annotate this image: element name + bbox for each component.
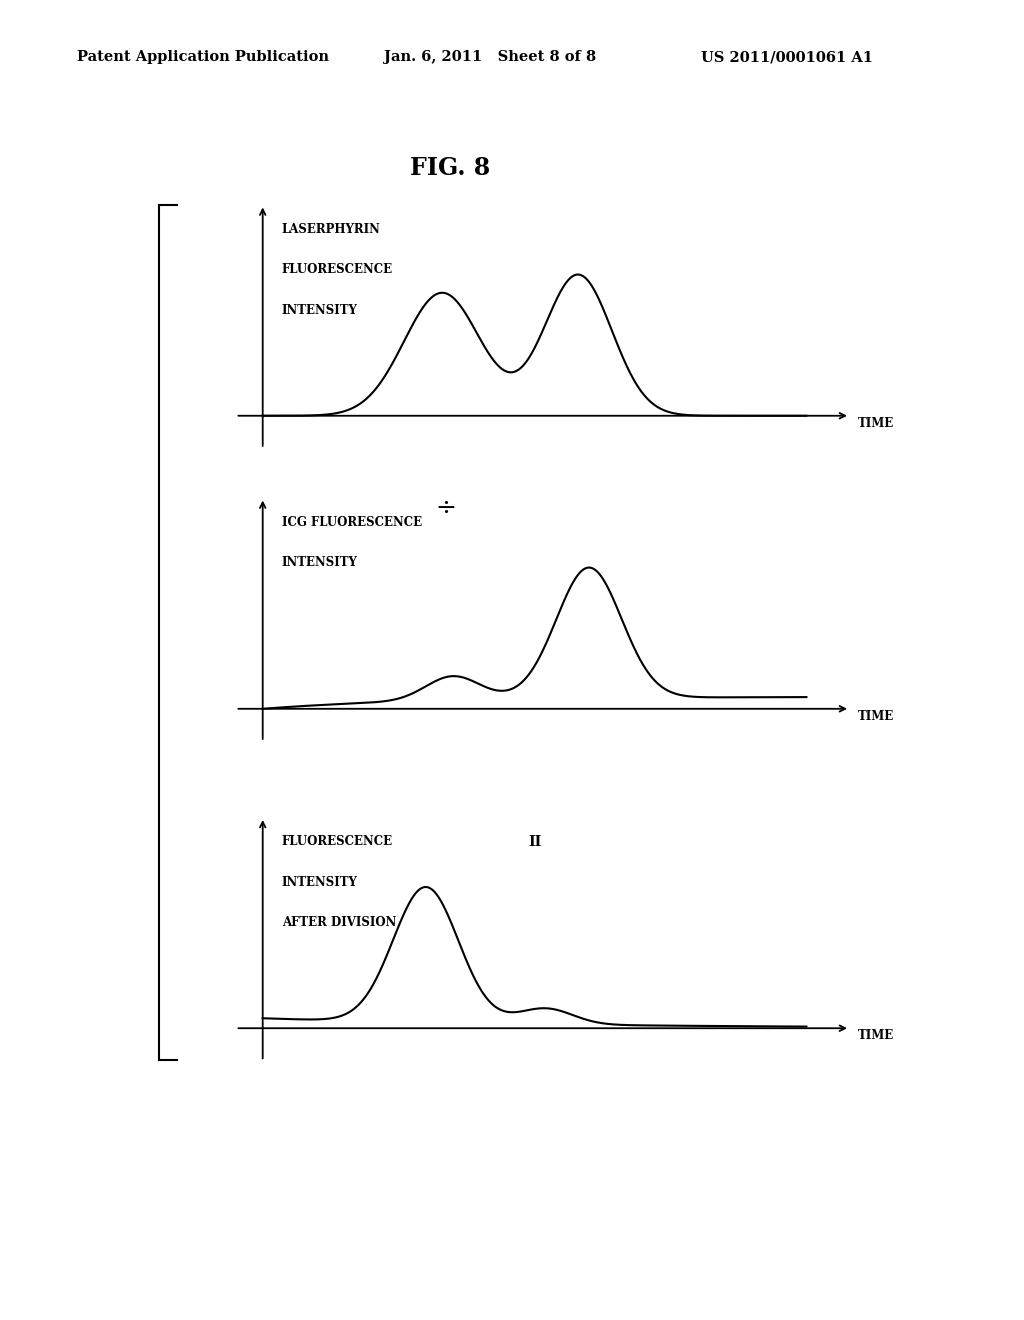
Text: INTENSITY: INTENSITY	[282, 876, 357, 888]
Text: US 2011/0001061 A1: US 2011/0001061 A1	[701, 50, 873, 65]
Text: Patent Application Publication: Patent Application Publication	[77, 50, 329, 65]
Text: AFTER DIVISION: AFTER DIVISION	[282, 916, 396, 929]
Text: FIG. 8: FIG. 8	[411, 156, 490, 180]
Text: TIME: TIME	[858, 417, 894, 429]
Text: Jan. 6, 2011   Sheet 8 of 8: Jan. 6, 2011 Sheet 8 of 8	[384, 50, 596, 65]
Text: FLUORESCENCE: FLUORESCENCE	[282, 264, 393, 276]
Text: INTENSITY: INTENSITY	[282, 304, 357, 317]
Text: FLUORESCENCE: FLUORESCENCE	[282, 836, 393, 849]
Text: INTENSITY: INTENSITY	[282, 557, 357, 569]
Text: II: II	[528, 836, 542, 850]
Text: ÷: ÷	[435, 496, 456, 520]
Text: LASERPHYRIN: LASERPHYRIN	[282, 223, 381, 236]
Text: ICG FLUORESCENCE: ICG FLUORESCENCE	[282, 516, 422, 529]
Text: TIME: TIME	[858, 1030, 894, 1041]
Text: TIME: TIME	[858, 710, 894, 722]
